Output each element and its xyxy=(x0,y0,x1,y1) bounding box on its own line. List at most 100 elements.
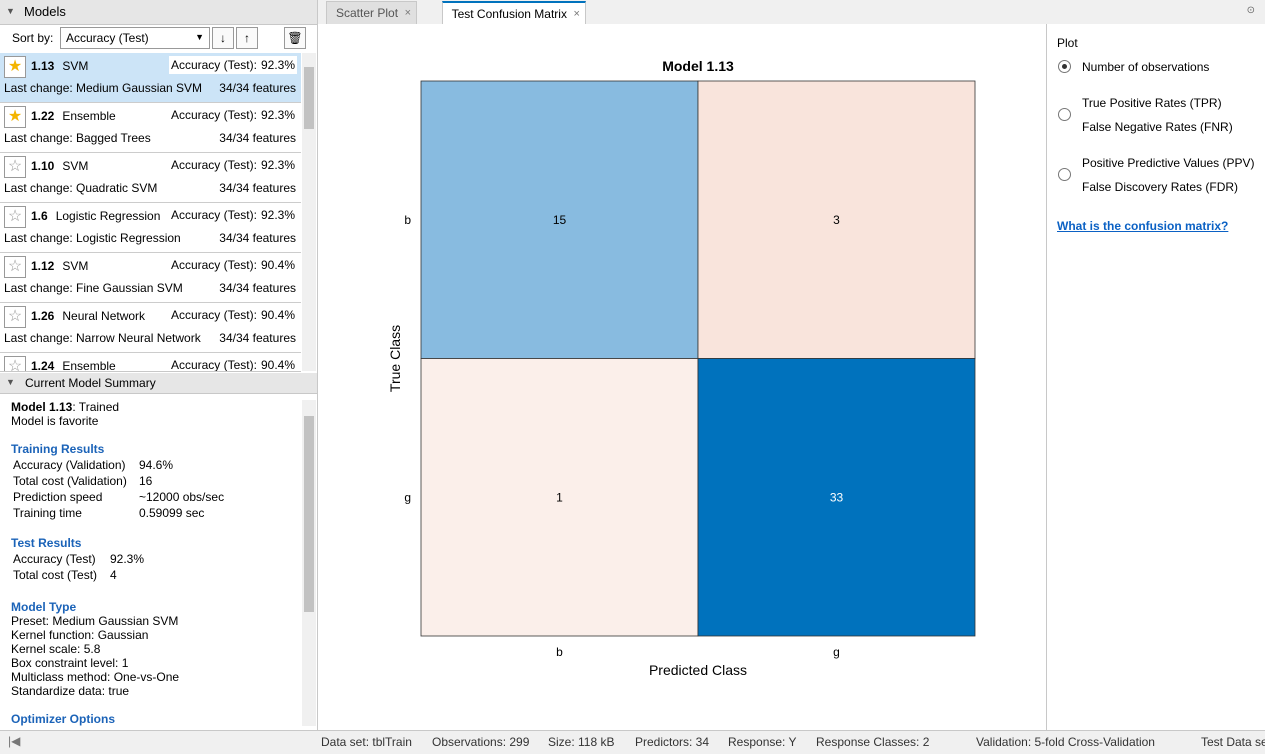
favorite-star[interactable]: ☆ xyxy=(4,356,26,371)
cell-value: 3 xyxy=(833,213,840,227)
scroll-thumb[interactable] xyxy=(304,67,314,129)
model-type: Ensemble xyxy=(62,109,116,123)
x-tick-label: g xyxy=(833,645,840,659)
model-type: SVM xyxy=(62,159,89,173)
favorite-star[interactable]: ★ xyxy=(4,106,26,128)
tab-bar: Scatter Plot × Test Confusion Matrix × ⊙ xyxy=(318,0,1265,26)
sort-desc-button[interactable]: ↓ xyxy=(212,27,234,49)
model-type: Ensemble xyxy=(62,359,116,372)
last-change: Narrow Neural Network xyxy=(76,331,201,345)
summary-key: Accuracy (Test) xyxy=(13,552,96,566)
summary-key: Prediction speed xyxy=(13,490,103,504)
summary-value: 0.59099 sec xyxy=(139,506,205,520)
metric-label: Accuracy (Test): xyxy=(170,258,257,272)
model-title: 1.12 SVM xyxy=(31,259,88,273)
last-change: Quadratic SVM xyxy=(76,181,158,195)
summary-line: Kernel function: Gaussian xyxy=(11,628,149,642)
confusion-chart: Model 1.13 15 3 1 33 b b g g Predicted Class True … xyxy=(387,58,976,678)
model-id: 1.13 xyxy=(31,59,55,73)
model-item[interactable]: ☆ 1.10 SVM Accuracy (Test): 92.3% Last change… xyxy=(0,153,301,203)
feature-count: 34/34 features xyxy=(219,181,296,195)
last-change-label: Last change: xyxy=(4,231,73,245)
sort-dropdown[interactable]: Accuracy (Test) ▼ xyxy=(60,27,210,49)
status-item: Response Classes: 2 xyxy=(816,735,930,749)
favorite-star[interactable]: ☆ xyxy=(4,256,26,278)
model-type: SVM xyxy=(62,259,89,273)
panel-header: ▼ Models xyxy=(0,0,317,25)
last-change: Bagged Trees xyxy=(76,131,151,145)
model-item[interactable]: ☆ 1.12 SVM Accuracy (Test): 90.4% Last change… xyxy=(0,253,301,303)
favorite-star[interactable]: ☆ xyxy=(4,156,26,178)
tab-close[interactable]: × xyxy=(573,8,580,20)
cell-value: 33 xyxy=(830,490,844,504)
metric-value: 90.4% xyxy=(260,308,295,322)
status-item: Data set: tblTrain xyxy=(321,735,412,749)
tab[interactable]: Scatter Plot × xyxy=(326,1,418,25)
matrix-cell xyxy=(697,358,976,637)
dropdown-arrow: ▼ xyxy=(195,32,204,42)
options-title: Plot xyxy=(1057,36,1078,50)
panel-header: ▼ Current Model Summary xyxy=(0,373,317,394)
sort-value: Accuracy (Test) xyxy=(66,31,149,45)
y-tick-label: b xyxy=(404,213,411,227)
radio-button[interactable] xyxy=(1058,108,1071,121)
x-axis-label: Predicted Class xyxy=(649,662,747,678)
option-label: False Negative Rates (FNR) xyxy=(1082,120,1233,134)
tab[interactable]: Test Confusion Matrix × xyxy=(441,1,586,26)
model-item[interactable]: ★ 1.13 SVM Accuracy (Test): 92.3% Last change… xyxy=(0,53,301,103)
summary-line: Preset: Medium Gaussian SVM xyxy=(11,614,179,628)
favorite-note: Model is favorite xyxy=(11,414,99,428)
scroll-thumb[interactable] xyxy=(304,416,314,612)
metric-label: Accuracy (Test): xyxy=(170,158,257,172)
matrix-cell xyxy=(420,80,699,359)
model-title: 1.24 Ensemble xyxy=(31,359,116,372)
model-metric: Accuracy (Test): 92.3% xyxy=(168,56,297,74)
sort-asc-button[interactable]: ↑ xyxy=(236,27,258,49)
model-title: 1.26 Neural Network xyxy=(31,309,145,323)
summary-line: Multiclass method: One-vs-One xyxy=(11,670,180,684)
last-change: Medium Gaussian SVM xyxy=(76,81,203,95)
summary-scrollbar[interactable] xyxy=(302,400,316,726)
last-change-label: Last change: xyxy=(4,281,73,295)
last-change-label: Last change: xyxy=(4,181,73,195)
favorite-star[interactable]: ☆ xyxy=(4,306,26,328)
metric-value: 90.4% xyxy=(260,258,295,272)
favorite-star[interactable]: ★ xyxy=(4,56,26,78)
summary-line: Box constraint level: 1 xyxy=(11,656,129,670)
model-item[interactable]: ☆ 1.6 Logistic Regression Accuracy (Test): 9… xyxy=(0,203,301,253)
model-type: SVM xyxy=(62,59,89,73)
favorite-star[interactable]: ☆ xyxy=(4,206,26,228)
option-label: False Discovery Rates (FDR) xyxy=(1082,180,1239,194)
model-item[interactable]: ☆ 1.26 Neural Network Accuracy (Test): 90.4%… xyxy=(0,303,301,353)
model-id: 1.6 xyxy=(31,209,48,223)
y-tick-label: g xyxy=(404,490,411,504)
cell-value: 15 xyxy=(553,213,567,227)
matrix-cell xyxy=(420,358,699,637)
help-link[interactable]: What is the confusion matrix? xyxy=(1057,219,1229,233)
summary-line: Standardize data: true xyxy=(11,684,130,698)
collapse-arrow: ▼ xyxy=(6,6,15,16)
matrix-cell xyxy=(697,80,976,359)
summary-line: Kernel scale: 5.8 xyxy=(11,642,101,656)
model-id: 1.12 xyxy=(31,259,55,273)
model-id: 1.10 xyxy=(31,159,55,173)
list-scrollbar[interactable] xyxy=(302,53,316,371)
radio-button[interactable] xyxy=(1058,60,1071,73)
model-list: ★ 1.13 SVM Accuracy (Test): 92.3% Last change… xyxy=(0,53,301,372)
metric-label: Accuracy (Test): xyxy=(170,308,257,322)
model-name: Model 1.13 xyxy=(11,400,73,414)
model-item[interactable]: ☆ 1.24 Ensemble Accuracy (Test): 90.4% xyxy=(0,353,301,372)
tab-close[interactable]: × xyxy=(404,7,412,19)
section-heading: Test Results xyxy=(11,536,82,550)
status-item: Response: Y xyxy=(728,735,797,749)
model-id: 1.26 xyxy=(31,309,55,323)
delete-button[interactable]: 🗑 xyxy=(284,27,306,49)
panel-title: Current Model Summary xyxy=(25,376,156,390)
panel-menu[interactable]: ⊙ xyxy=(1246,5,1255,16)
summary-value: 94.6% xyxy=(139,458,174,472)
radio-button[interactable] xyxy=(1058,168,1071,181)
model-title: 1.13 SVM xyxy=(31,59,88,73)
section-heading: Model Type xyxy=(11,600,77,614)
scroll-left[interactable]: |◀ xyxy=(8,734,21,748)
model-item[interactable]: ★ 1.22 Ensemble Accuracy (Test): 92.3% Last c… xyxy=(0,103,301,153)
